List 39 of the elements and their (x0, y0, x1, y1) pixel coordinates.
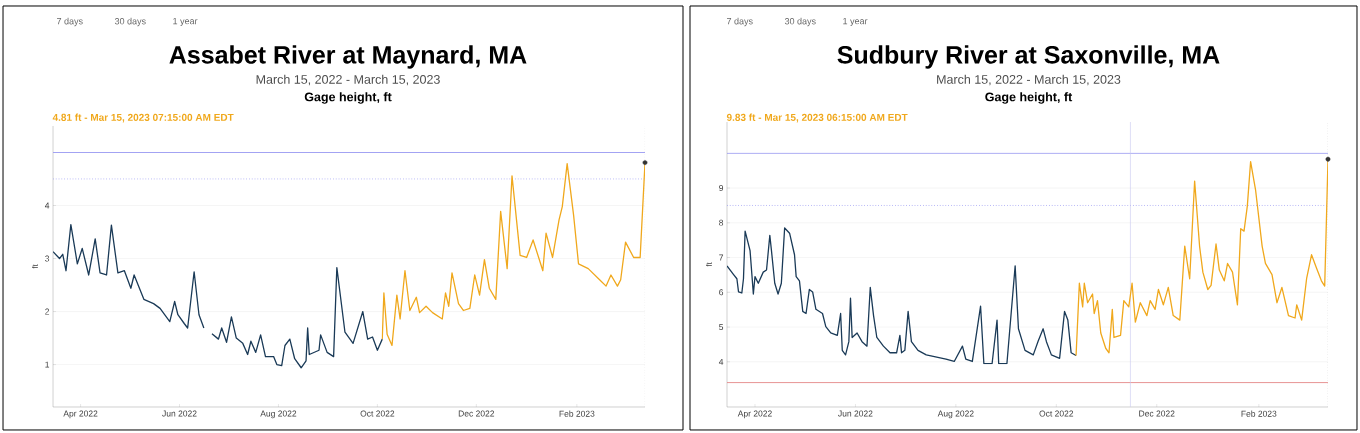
x-tick-label: Oct 2022 (1039, 410, 1074, 417)
x-tick-label: Dec 2022 (1139, 410, 1175, 417)
x-tick-label: Apr 2022 (737, 410, 772, 419)
text: 7 days (57, 17, 83, 27)
line-series (381, 161, 646, 347)
x-tick-label: Feb 2023 (559, 410, 595, 417)
text: 7 days (727, 17, 753, 27)
y-tick-label: 4 (718, 358, 724, 365)
y-tick-label: 9 (719, 185, 724, 192)
text: Gage height, ft (304, 92, 392, 104)
y-tick-label: 7 (719, 254, 724, 261)
x-tick-label: Jun 2022 (838, 410, 873, 417)
y-tick-label: 2 (45, 308, 50, 315)
y-tick-label: 1 (45, 361, 50, 368)
text: 4.81 ft - Mar 15, 2023 07:15:00 AM EDT (52, 113, 234, 123)
x-tick-label: Feb 2023 (1241, 410, 1277, 417)
annotation: 9.83 ft - Mar 15, 2023 06:15:00 AM EDT (726, 113, 908, 123)
x-tick-label: Jun 2022 (162, 410, 197, 417)
text: 1 year (843, 17, 868, 27)
x-tick-label: Oct 2022 (360, 410, 395, 417)
x-tick-label: Apr 2022 (63, 410, 98, 419)
y-tick-label: 8 (719, 219, 724, 226)
text: 1 year (173, 17, 198, 27)
chart-title: Assabet River at Maynard, MA (169, 45, 527, 69)
y-tick-label: 3 (45, 255, 50, 262)
chart-title: Sudbury River at Saxonville, MA (837, 45, 1220, 69)
x-tick-label: Aug 2022 (260, 410, 297, 419)
y-tick-label: 6 (719, 289, 724, 296)
y-axis-title: ft (32, 264, 38, 269)
y-tick-label: 5 (719, 324, 724, 331)
x-tick-label: Dec 2022 (458, 410, 495, 417)
y-axis-title: ft (706, 262, 712, 267)
text: 30 days (114, 17, 146, 27)
x-tick-label: Aug 2022 (937, 410, 974, 419)
text: 30 days (784, 17, 816, 27)
chart-subtitle: March 15, 2022 - March 15, 2023 (937, 74, 1121, 86)
chart-subtitle: March 15, 2022 - March 15, 2023 (256, 74, 440, 86)
y-tick-label: 4 (44, 202, 50, 209)
text: Gage height, ft (985, 92, 1073, 104)
